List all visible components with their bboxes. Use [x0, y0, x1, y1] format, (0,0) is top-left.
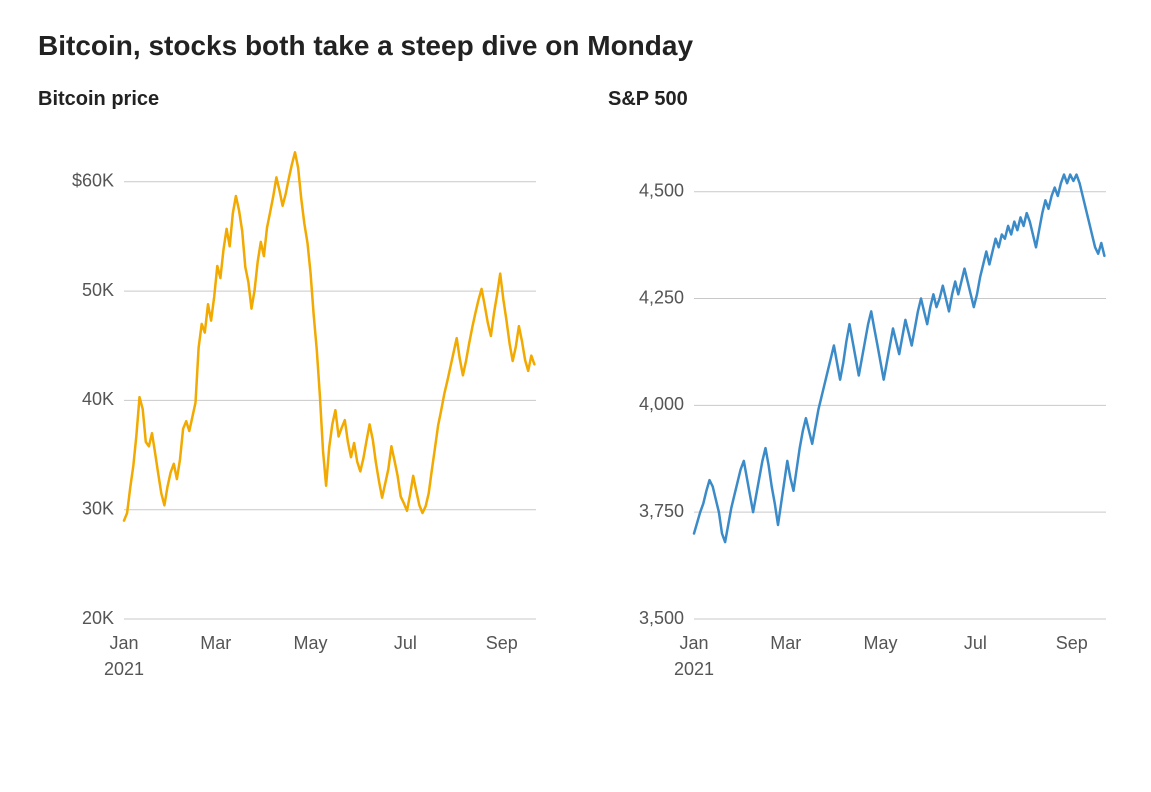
y-axis-label: 50K [82, 280, 114, 300]
x-axis-label: Jul [394, 633, 417, 653]
x-axis-label: Sep [1056, 633, 1088, 653]
chart-panels: Bitcoin price 20K 30K 40K 50K $60K Jan 2021 Mar… [38, 88, 1113, 705]
x-axis-label: Jul [964, 633, 987, 653]
panel-title-bitcoin: Bitcoin price [38, 88, 548, 111]
x-axis-label: Mar [770, 633, 801, 653]
y-axis-label: 3,750 [639, 501, 684, 521]
chart-svg-bitcoin: 20K 30K 40K 50K $60K Jan 2021 Mar May Jul Sep [38, 125, 548, 705]
x-axis-label: Jan [109, 633, 138, 653]
y-axis-label: $60K [72, 171, 114, 191]
y-axis-label: 4,500 [639, 180, 684, 200]
x-axis-label: Mar [200, 633, 231, 653]
panel-bitcoin: Bitcoin price 20K 30K 40K 50K $60K Jan 2021 Mar… [38, 88, 548, 705]
chart-sp500: 3,500 3,750 4,000 4,250 4,500 Jan 2021 Mar May Ju… [608, 125, 1118, 705]
y-axis-label: 4,000 [639, 394, 684, 414]
y-axis-label: 3,500 [639, 608, 684, 628]
page-title: Bitcoin, stocks both take a steep dive o… [38, 30, 1113, 62]
chart-svg-sp500: 3,500 3,750 4,000 4,250 4,500 Jan 2021 Mar May Ju… [608, 125, 1118, 705]
panel-title-sp500: S&P 500 [608, 88, 1118, 111]
panel-sp500: S&P 500 3,500 3,750 4,000 4,250 4,500 Jan 2021… [608, 88, 1118, 705]
x-axis-year-label: 2021 [104, 659, 144, 679]
x-axis-year-label: 2021 [674, 659, 714, 679]
series-line-bitcoin [124, 152, 534, 520]
chart-bitcoin: 20K 30K 40K 50K $60K Jan 2021 Mar May Jul Sep [38, 125, 548, 705]
y-axis-label: 40K [82, 389, 114, 409]
x-axis-label: Jan [679, 633, 708, 653]
y-axis-label: 4,250 [639, 287, 684, 307]
y-axis-label: 30K [82, 498, 114, 518]
x-axis-label: Sep [486, 633, 518, 653]
x-axis-label: May [294, 633, 328, 653]
series-line-sp500 [694, 175, 1104, 542]
x-axis-label: May [864, 633, 898, 653]
y-axis-label: 20K [82, 608, 114, 628]
